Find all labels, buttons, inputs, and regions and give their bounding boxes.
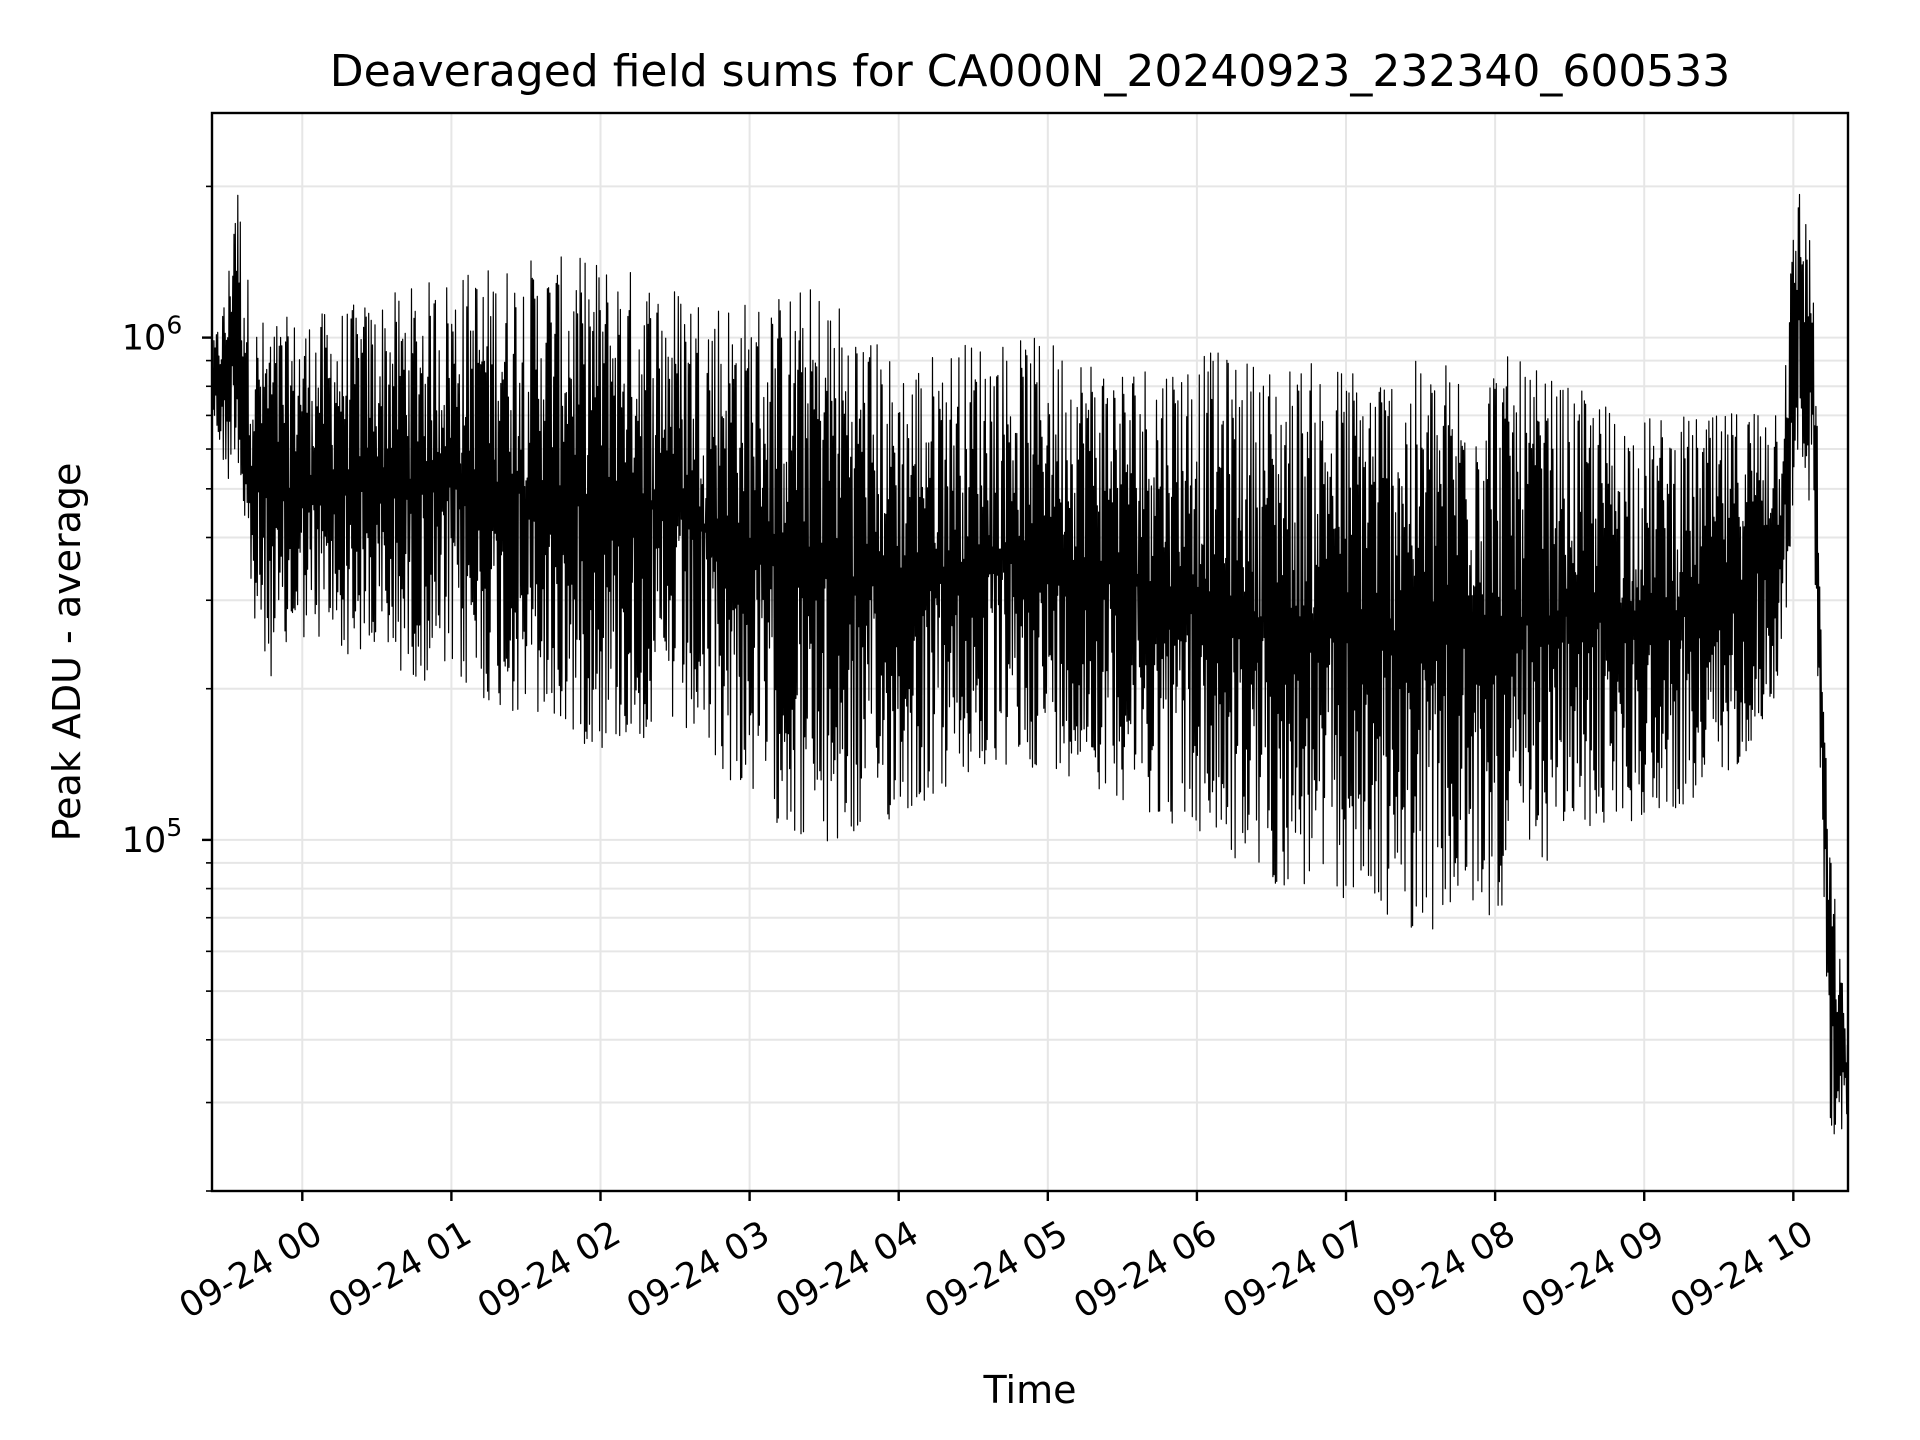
y-tick-base: 10	[122, 821, 167, 861]
x-tick-label: 09-24 04	[769, 1214, 925, 1327]
y-axis-label: Peak ADU - average	[45, 463, 89, 842]
x-tick-label: 09-24 00	[173, 1214, 329, 1327]
x-tick-label: 09-24 09	[1515, 1214, 1671, 1327]
x-tick-label: 09-24 10	[1664, 1214, 1820, 1327]
y-tick-exponent: 5	[166, 813, 182, 842]
series-line	[211, 193, 1849, 1135]
x-axis-label: Time	[983, 1368, 1077, 1412]
x-tick-label: 09-24 05	[918, 1214, 1074, 1327]
x-tick-label: 09-24 03	[620, 1214, 776, 1327]
series-layer	[211, 193, 1849, 1135]
y-tick-exponent: 6	[166, 311, 182, 340]
x-tick-label: 09-24 02	[471, 1214, 627, 1327]
y-tick-label: 106	[122, 311, 182, 359]
x-tick-label: 09-24 06	[1068, 1214, 1224, 1327]
x-tick-label: 09-24 07	[1217, 1214, 1373, 1327]
x-tick-label: 09-24 01	[322, 1214, 478, 1327]
y-tick-label: 105	[122, 813, 182, 861]
x-tick-label: 09-24 08	[1366, 1214, 1522, 1327]
plot-frame	[210, 111, 1850, 1193]
y-tick-base: 10	[122, 319, 167, 359]
chart-title: Deaveraged field sums for CA000N_2024092…	[330, 46, 1731, 97]
